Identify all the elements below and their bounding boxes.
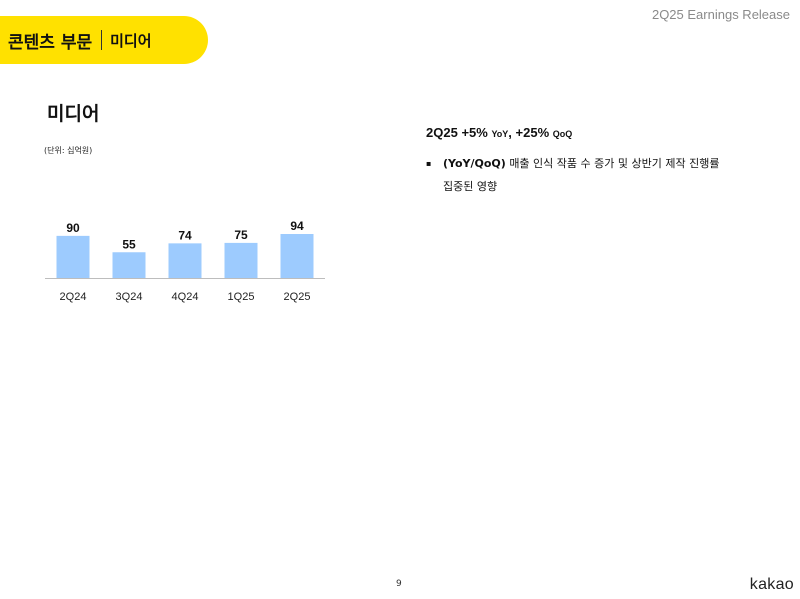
bar-1Q25 [224,242,258,278]
headline-period: 2Q25 [426,125,458,140]
tick-label-3Q24: 3Q24 [116,291,143,303]
section-divider [101,30,103,50]
data-label-4Q24: 74 [178,228,192,242]
section-main-label: 콘텐츠 부문 [8,32,93,53]
tick-label-2Q24: 2Q24 [60,291,87,303]
section-tab: 콘텐츠 부문 미디어 [0,16,208,64]
bar-3Q24 [112,252,146,278]
tick-label-1Q25: 1Q25 [228,291,255,303]
chart-title: 미디어 [47,103,100,125]
bullet-text: (YoY/QoQ) 매출 인식 작품 수 증가 및 상반기 제작 진행률 집중된… [443,152,766,198]
headline-yoy-label: YoY [491,129,509,139]
bullet-line-2: 집중된 영향 [443,180,498,193]
release-title: 2Q25 Earnings Release [651,7,790,22]
data-label-3Q24: 55 [122,237,136,251]
data-label-2Q24: 90 [66,221,80,235]
bar-2Q24 [56,235,90,278]
bullet-bold-label: (YoY/QoQ) [443,157,506,170]
headline-qoq-value: +25% [515,125,550,140]
bar-4Q24 [168,243,202,278]
chart-unit: (단위: 십억원) [44,146,93,155]
tick-label-4Q24: 4Q24 [172,291,199,303]
headline-qoq-label: QoQ [552,129,573,139]
headline-separator: , [508,125,512,140]
bar-2Q25 [280,234,314,278]
data-label-2Q25: 94 [290,219,304,233]
media-revenue-chart: 90 2Q24 55 3Q24 74 4Q24 75 1Q25 94 2Q25 [45,219,325,303]
bullet-marker: ▪ [426,159,432,168]
headline-yoy-value: +5% [461,125,488,140]
bullet-item: ▪ (YoY/QoQ) 매출 인식 작품 수 증가 및 상반기 제작 진행률 집… [426,152,766,198]
page-number: 9 [396,579,402,589]
tick-label-2Q25: 2Q25 [284,291,311,303]
bullet-line-1: 매출 인식 작품 수 증가 및 상반기 제작 진행률 [509,157,720,170]
kakao-logo: kakao [749,576,794,593]
section-sub-label: 미디어 [110,31,152,50]
headline: 2Q25 +5% YoY, +25% QoQ [426,125,572,140]
data-label-1Q25: 75 [234,228,248,242]
